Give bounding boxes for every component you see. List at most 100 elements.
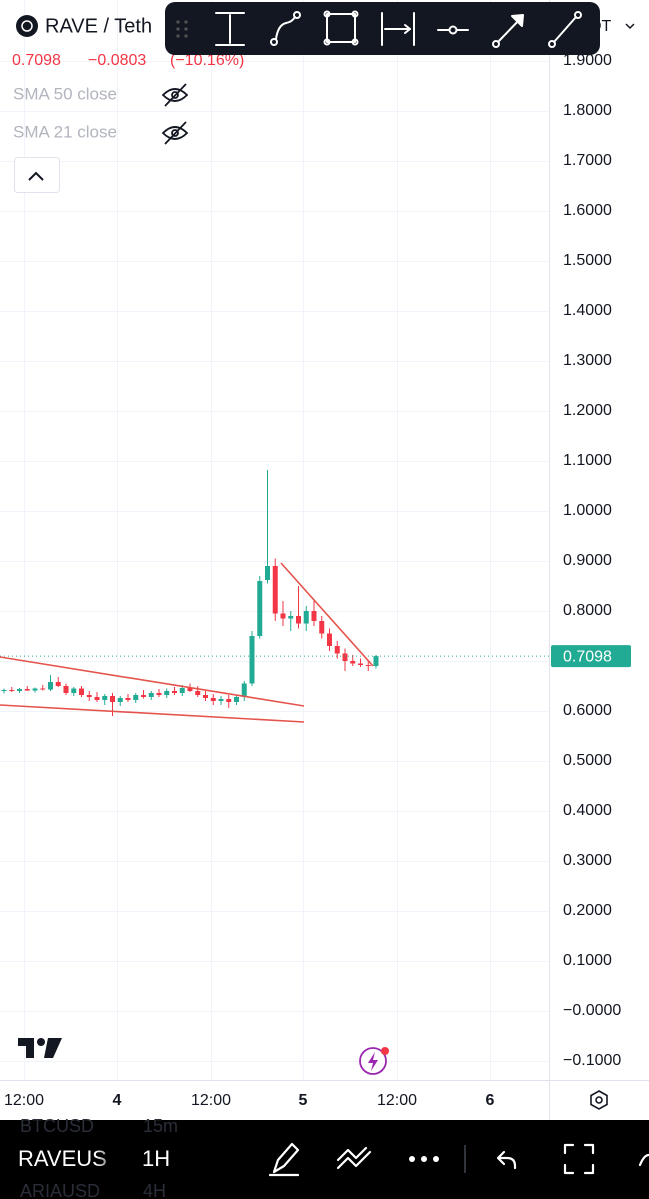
drag-handle[interactable] (176, 20, 188, 38)
fade (96, 1120, 120, 1199)
trend-lines (0, 562, 374, 723)
candle-body (303, 611, 309, 624)
drawings-button[interactable] (336, 1146, 372, 1170)
y-tick-label: −0.1000 (563, 1052, 621, 1069)
y-tick-label: 1.2000 (563, 402, 612, 419)
candle-body (249, 636, 255, 684)
candle-body (272, 566, 278, 614)
y-tick-label: 1.5000 (563, 252, 612, 269)
candle-body (226, 699, 232, 702)
tool-date-range[interactable] (381, 12, 415, 46)
y-tick-label: 1.1000 (563, 452, 612, 469)
candle-body (79, 688, 84, 695)
interval-switch[interactable]: 1H (142, 1146, 170, 1171)
y-tick-label: 1.6000 (563, 202, 612, 219)
last-price: 0.7098 (12, 52, 61, 69)
candle-body (63, 686, 69, 693)
candle-body (358, 663, 363, 665)
trend-line (0, 656, 305, 707)
candle-body (55, 682, 61, 686)
last-price-badge (551, 645, 631, 668)
x-tick-label: 12:00 (4, 1092, 44, 1109)
price-change: −0.0803 (88, 52, 146, 69)
candle-body (71, 688, 77, 693)
collapse-chevron (28, 171, 44, 181)
candles (0, 470, 549, 716)
candle-body (117, 698, 123, 702)
tool-path[interactable] (270, 11, 301, 46)
tool-price-range[interactable] (215, 12, 245, 46)
candle-body (203, 695, 208, 698)
tool-arrow[interactable] (492, 14, 524, 48)
tool-horizontal-line[interactable] (437, 25, 469, 35)
y-tick-label: 1.7000 (563, 152, 612, 169)
indicator-label: SMA 21 close (13, 122, 117, 141)
y-tick-label: 0.9000 (563, 552, 612, 569)
more-button[interactable] (409, 1156, 439, 1162)
candle-body (9, 690, 15, 691)
y-tick-label: 0.6000 (563, 702, 612, 719)
price-change-pct: (−10.16%) (170, 52, 244, 69)
candle-body (241, 683, 247, 697)
tool-trend-line[interactable] (548, 11, 582, 48)
ghost-symbol: ARIAUSD (20, 1181, 100, 1199)
symbol-switch[interactable]: RAVEUS (18, 1146, 107, 1171)
y-tick-label: 1.3000 (563, 352, 612, 369)
draw-button[interactable] (268, 1142, 300, 1177)
eye-off-icon[interactable] (161, 121, 189, 145)
candle-body (179, 688, 185, 693)
candle-body (218, 699, 224, 701)
indicator-label: SMA 50 close (13, 84, 117, 103)
candle-body (210, 698, 216, 701)
y-tick-label: 0.5000 (563, 752, 612, 769)
x-tick-label: 4 (113, 1092, 122, 1109)
y-tick-label: 1.8000 (563, 102, 612, 119)
candle-body (40, 688, 46, 690)
candle-body (257, 581, 263, 636)
ghost-interval: 15m (143, 1116, 178, 1136)
lightning-button[interactable] (359, 1047, 389, 1075)
time-axis: 12:00 4 12:00 5 12:00 6 (4, 1092, 495, 1109)
y-tick-label: 1.4000 (563, 302, 612, 319)
candle-body (373, 656, 379, 666)
y-tick-label: 1.9000 (563, 52, 612, 69)
candle-body (350, 661, 356, 664)
fullscreen-button[interactable] (563, 1143, 595, 1175)
x-tick-label: 12:00 (191, 1092, 231, 1109)
candle-body (296, 616, 301, 624)
candle-body (141, 695, 146, 697)
undo-button[interactable] (496, 1150, 517, 1170)
candle-body (156, 693, 162, 695)
grid (0, 0, 549, 1080)
candle-body (164, 691, 170, 695)
y-tick-label: 0.1000 (563, 952, 612, 969)
candle-body (327, 633, 332, 646)
candle-body (334, 646, 340, 654)
settings-icon[interactable] (590, 1090, 608, 1110)
y-tick-label: 0.2000 (563, 902, 612, 919)
candle-body (288, 616, 294, 619)
partial-icon[interactable] (638, 1153, 649, 1167)
candle-body (125, 698, 131, 700)
trend-line (280, 562, 374, 667)
last-price-label: 0.7098 (563, 648, 612, 665)
eye-off-icon[interactable] (161, 83, 189, 107)
dropdown-chevron[interactable] (625, 23, 635, 30)
y-tick-label: 0.3000 (563, 852, 612, 869)
price-axis: 1.9000 1.8000 1.7000 1.6000 1.5000 1.4000 1.30… (551, 52, 631, 1069)
candle-body (110, 696, 115, 702)
candle-body (48, 682, 53, 690)
x-tick-label: 12:00 (377, 1092, 417, 1109)
candle-body (234, 697, 239, 702)
candle-body (319, 621, 325, 634)
symbol-title: RAVE / Teth (45, 15, 152, 37)
candle-body (172, 691, 177, 693)
y-tick-label: 0.8000 (563, 602, 612, 619)
ghost-symbol: BTCUSD (20, 1116, 94, 1136)
x-tick-label: 5 (299, 1092, 308, 1109)
trend-line (0, 704, 305, 723)
candle-body (342, 653, 348, 661)
candle-body (102, 696, 108, 700)
tool-rectangle[interactable] (323, 10, 359, 46)
